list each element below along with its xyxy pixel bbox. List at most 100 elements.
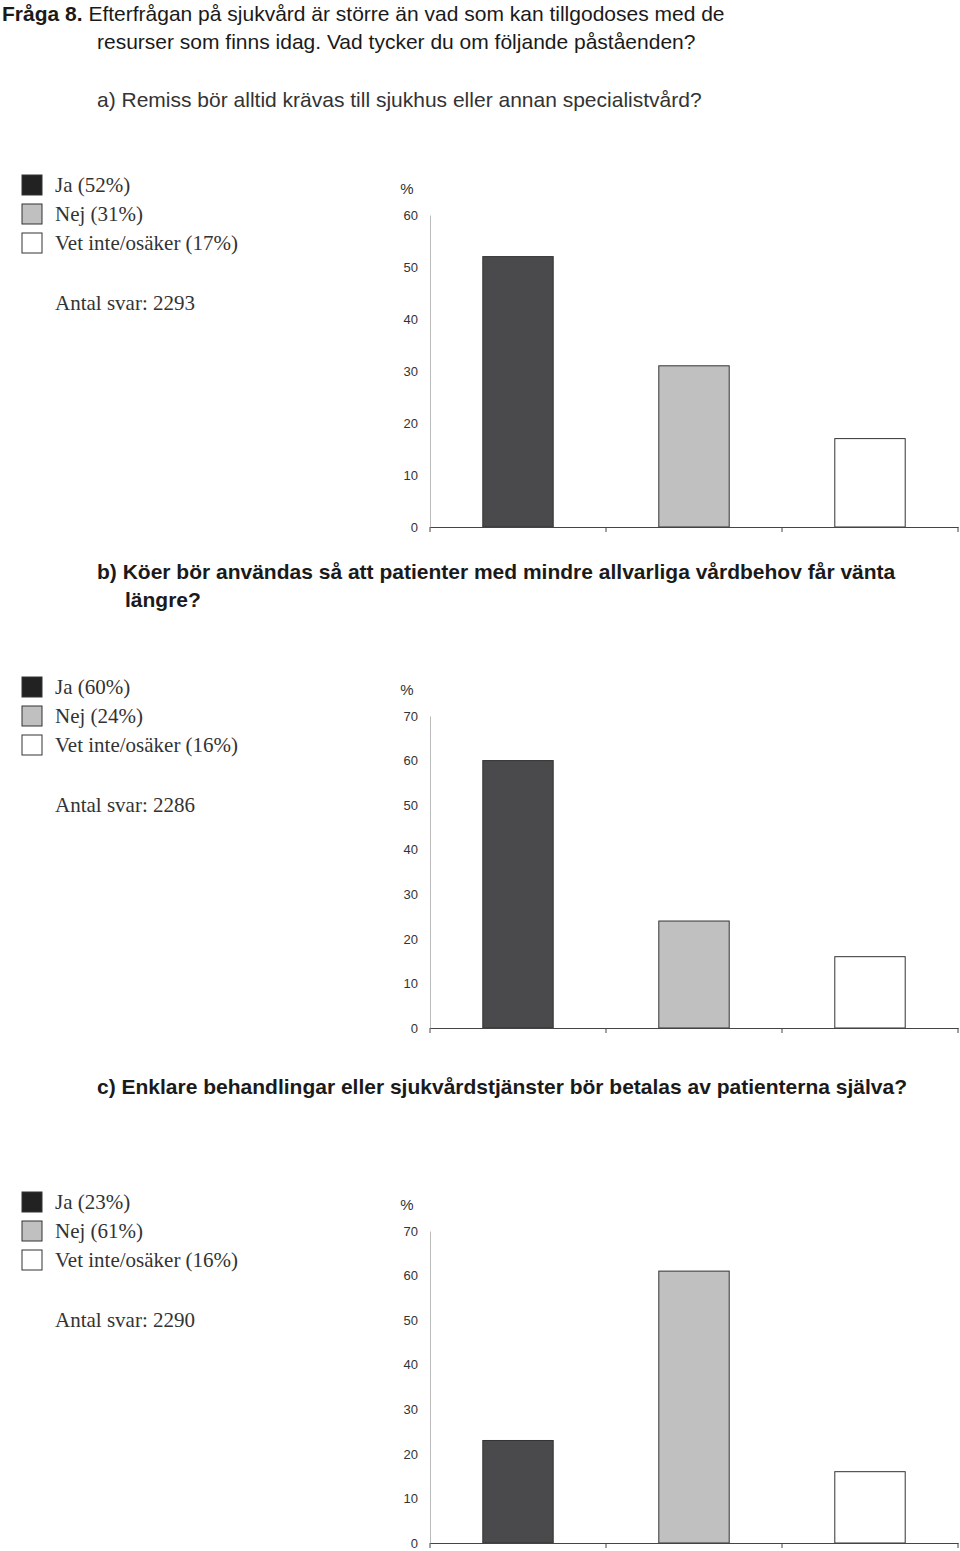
x-axis <box>431 527 959 529</box>
bar <box>835 439 905 527</box>
heading: Fråga 8. Efterfrågan på sjukvård är stör… <box>2 0 960 56</box>
y-axis-label: % <box>400 1196 413 1213</box>
tick-label: 20 <box>404 932 418 947</box>
tick-label: 50 <box>404 798 418 813</box>
y-axis: 0 10 20 30 40 50 60 70 <box>404 1224 431 1551</box>
bar <box>483 1440 553 1543</box>
bars <box>483 257 905 527</box>
question-label: Fråga 8. <box>2 2 83 25</box>
bar <box>659 921 729 1028</box>
separator <box>782 1028 783 1033</box>
legend-swatch <box>22 204 42 224</box>
tick-label: 30 <box>404 364 418 379</box>
bar <box>483 761 553 1028</box>
tick: 20 <box>404 1447 430 1462</box>
legend: Ja (52%) Nej (31%) Vet inte/osäker (17%) An… <box>22 173 238 315</box>
tick-label: 30 <box>404 1402 418 1417</box>
axis-line <box>431 1543 959 1544</box>
chart: 0 10 20 30 40 50 60 70% Ja (23%) Nej (61%) Vet int… <box>22 1190 959 1551</box>
tick-label: 0 <box>411 1536 418 1551</box>
tick: 20 <box>404 932 430 947</box>
separator <box>606 1028 607 1033</box>
legend-swatch <box>22 1192 42 1212</box>
tick: 70 <box>404 709 430 724</box>
legend-label: Vet inte/osäker (16%) <box>55 1248 238 1272</box>
bars <box>483 1271 905 1543</box>
axis-line <box>430 1232 431 1544</box>
tick-label: 60 <box>404 208 418 223</box>
separator <box>430 1543 431 1548</box>
legend-label: Nej (61%) <box>55 1219 143 1243</box>
tick: 50 <box>404 1313 430 1328</box>
tick: 40 <box>404 842 430 857</box>
tick: 60 <box>404 1268 430 1283</box>
tick-label: 40 <box>404 1357 418 1372</box>
axis-line <box>431 527 959 528</box>
tick-label: 60 <box>404 753 418 768</box>
tick: 30 <box>404 1402 430 1417</box>
separator <box>782 527 783 532</box>
tick: 50 <box>404 798 430 813</box>
bar <box>483 257 553 527</box>
tick: 10 <box>404 468 430 483</box>
tick: 30 <box>404 364 430 379</box>
bar <box>835 957 905 1028</box>
legend-label: Nej (31%) <box>55 202 143 226</box>
bar <box>835 1472 905 1543</box>
legend-label: Ja (52%) <box>55 173 130 197</box>
separator <box>430 1028 431 1033</box>
tick: 50 <box>404 260 430 275</box>
annotation: Antal svar: 2293 <box>55 291 195 315</box>
tick-label: 70 <box>404 1224 418 1239</box>
page: 0 10 20 30 40 50 60% Ja (52%) Nej (31%) Vet inte/… <box>0 0 960 1551</box>
tick: 60 <box>404 753 430 768</box>
tick: 0 <box>411 520 430 535</box>
axis-line <box>431 1028 959 1029</box>
tick: 10 <box>404 976 430 991</box>
tick-label: 60 <box>404 1268 418 1283</box>
chart-title: a) Remiss bör alltid krävas till sjukhus… <box>97 86 958 114</box>
chart: 0 10 20 30 40 50 60% Ja (52%) Nej (31%) Vet inte/… <box>22 173 959 535</box>
tick-label: 40 <box>404 312 418 327</box>
chart-title: b) Köer bör användas så att patienter me… <box>97 558 958 614</box>
tick-label: 70 <box>404 709 418 724</box>
tick: 0 <box>411 1536 430 1551</box>
tick-label: 0 <box>411 520 418 535</box>
y-axis-label: % <box>400 180 413 197</box>
tick-label: 50 <box>404 1313 418 1328</box>
tick-label: 0 <box>411 1021 418 1036</box>
legend-label: Vet inte/osäker (17%) <box>55 231 238 255</box>
separator <box>782 1543 783 1548</box>
legend-label: Ja (23%) <box>55 1190 130 1214</box>
legend-label: Ja (60%) <box>55 675 130 699</box>
separator <box>606 527 607 532</box>
y-axis: 0 10 20 30 40 50 60 70 <box>404 709 431 1036</box>
tick: 30 <box>404 887 430 902</box>
bar <box>659 1271 729 1543</box>
x-axis <box>431 1028 959 1030</box>
legend-label: Nej (24%) <box>55 704 143 728</box>
chart: 010203040506070%Ja (60%)Nej (24%)Vet int… <box>22 675 959 1036</box>
tick: 40 <box>404 1357 430 1372</box>
legend-swatch <box>22 706 42 726</box>
legend-swatch <box>22 735 42 755</box>
separator <box>430 527 431 532</box>
x-axis <box>431 1543 959 1545</box>
bar <box>659 366 729 527</box>
tick-label: 20 <box>404 1447 418 1462</box>
heading-line: Fråga 8. Efterfrågan på sjukvård är stör… <box>2 0 960 28</box>
bars <box>483 761 905 1028</box>
legend-swatch <box>22 1250 42 1270</box>
tick-label: 50 <box>404 260 418 275</box>
chart-title: c) Enklare behandlingar eller sjukvårdst… <box>97 1073 958 1101</box>
tick: 10 <box>404 1491 430 1506</box>
separator <box>958 527 959 532</box>
separator <box>958 1028 959 1033</box>
legend: Ja (23%)Nej (61%)Vet inte/osäker (16%)An… <box>22 1190 238 1332</box>
legend-swatch <box>22 175 42 195</box>
tick-label: 20 <box>404 416 418 431</box>
tick: 60 <box>404 208 430 223</box>
tick: 0 <box>411 1021 430 1036</box>
axis-line <box>430 216 431 528</box>
y-axis-label: % <box>400 681 413 698</box>
